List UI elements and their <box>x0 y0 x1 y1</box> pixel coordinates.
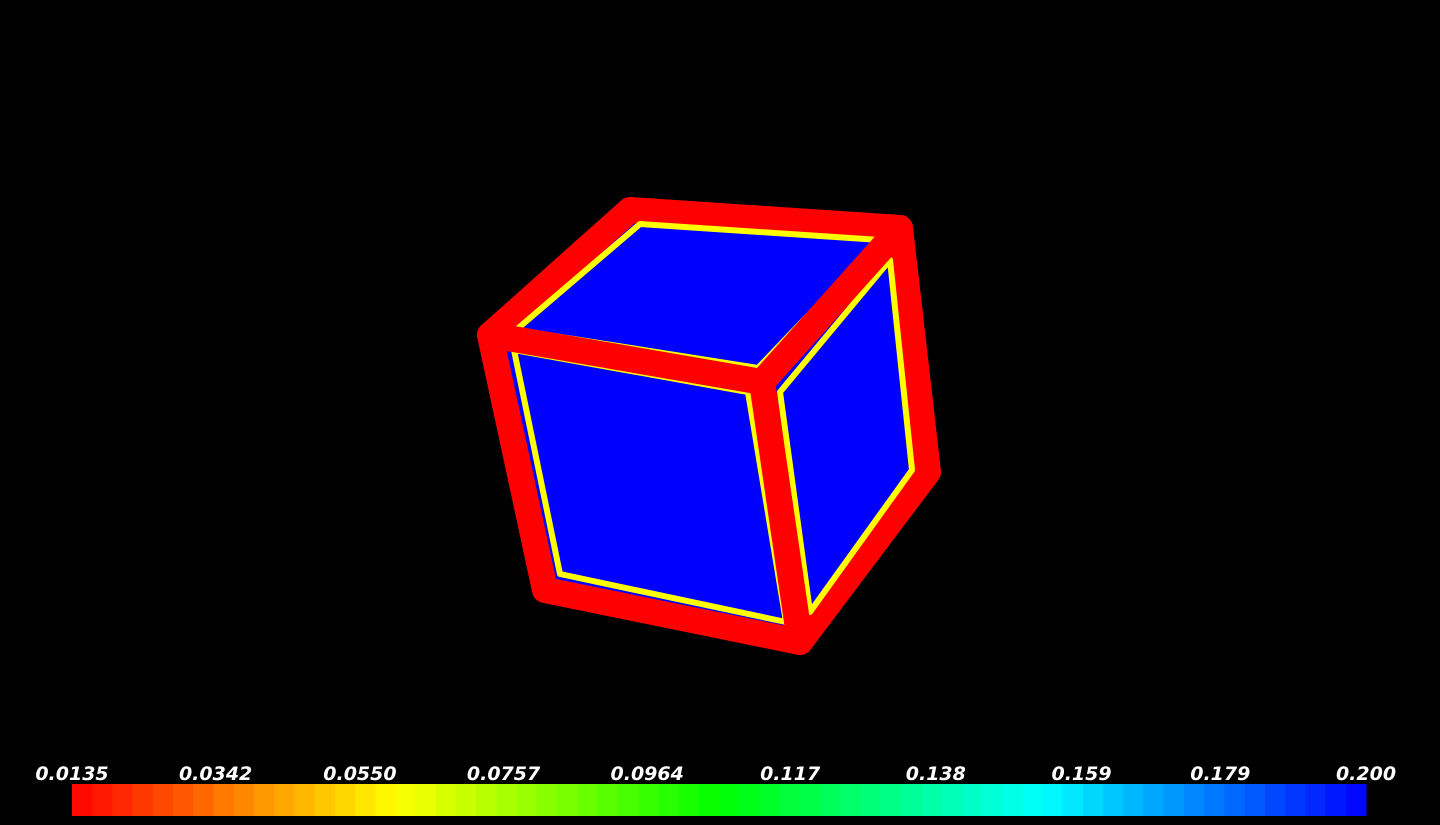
colorbar-band <box>1244 784 1266 816</box>
colorbar-band <box>395 784 417 816</box>
colorbar-band <box>1264 784 1286 816</box>
cube-point-cloud <box>477 197 941 655</box>
colorbar-band <box>1224 784 1246 816</box>
colorbar-band <box>1123 784 1145 816</box>
colorbar-band <box>1163 784 1185 816</box>
colorbar-band <box>72 784 93 816</box>
colorbar-band <box>678 784 700 816</box>
colorbar-band <box>961 784 983 816</box>
colorbar-band <box>415 784 437 816</box>
colorbar-band <box>314 784 336 816</box>
colorbar: 0.0135 0.0342 0.0550 0.0757 0.0964 0.117 0.138… <box>35 763 1396 816</box>
cube-vertical-edge <box>749 369 813 655</box>
colorbar-band <box>759 784 781 816</box>
colorbar-band <box>880 784 902 816</box>
colorbar-band <box>921 784 942 816</box>
colorbar-band <box>719 784 740 816</box>
colorbar-band <box>173 784 194 816</box>
colorbar-band <box>698 784 720 816</box>
colorbar-band <box>597 784 619 816</box>
cube-right-inner-edge <box>777 257 915 615</box>
colorbar-band <box>253 784 275 816</box>
colorbar-band <box>577 784 599 816</box>
colorbar-band <box>112 784 134 816</box>
colorbar-band <box>1062 784 1084 816</box>
colorbar-band <box>355 784 376 816</box>
colorbar-tick-label: 0.0550 <box>323 763 396 785</box>
colorbar-band <box>941 784 963 816</box>
colorbar-band <box>1204 784 1225 816</box>
colorbar-band <box>294 784 316 816</box>
colorbar-band <box>1345 784 1367 816</box>
colorbar-band <box>476 784 498 816</box>
colorbar-tick-label: 0.159 <box>1051 763 1111 785</box>
colorbar-tick-label: 0.200 <box>1336 763 1396 785</box>
colorbar-band <box>193 784 215 816</box>
colorbar-band <box>1103 784 1124 816</box>
colorbar-band <box>435 784 457 816</box>
colorbar-band <box>537 784 558 816</box>
colorbar-band <box>1042 784 1064 816</box>
colorbar-band <box>779 784 801 816</box>
colorbar-tick-label: 0.0964 <box>611 763 684 785</box>
colorbar-band <box>799 784 821 816</box>
colorbar-band <box>860 784 882 816</box>
colorbar-band <box>213 784 235 816</box>
colorbar-band <box>1002 784 1023 816</box>
colorbar-tick-label: 0.179 <box>1190 763 1250 785</box>
colorbar-band <box>1285 784 1306 816</box>
colorbar-band <box>456 784 477 816</box>
colorbar-band <box>1082 784 1104 816</box>
colorbar-band <box>496 784 518 816</box>
colorbar-band <box>334 784 356 816</box>
colorbar-band <box>617 784 639 816</box>
colorbar-band <box>638 784 659 816</box>
colorbar-band <box>132 784 154 816</box>
colorbar-band <box>1184 784 1205 816</box>
colorbar-tick-label: 0.138 <box>906 763 966 785</box>
colorbar-band <box>152 784 174 816</box>
colorbar-band <box>557 784 578 816</box>
colorbar-tick-label: 0.0135 <box>35 763 108 785</box>
colorbar-band <box>274 784 295 816</box>
colorbar-band <box>739 784 760 816</box>
colorbar-band <box>658 784 680 816</box>
colorbar-band <box>516 784 538 816</box>
colorbar-band <box>1305 784 1327 816</box>
colorbar-band <box>820 784 841 816</box>
colorbar-band <box>233 784 255 816</box>
colorbar-tick-label: 0.0757 <box>467 763 541 785</box>
colorbar-band <box>840 784 862 816</box>
colorbar-band <box>981 784 1003 816</box>
colorbar-tick-label: 0.0342 <box>179 763 252 785</box>
colorbar-band <box>92 784 113 816</box>
colorbar-band <box>375 784 396 816</box>
colorbar-band <box>1022 784 1043 816</box>
colorbar-tick-label: 0.117 <box>760 763 821 785</box>
colorbar-band <box>900 784 922 816</box>
colorbar-band <box>1325 784 1347 816</box>
colorbar-band <box>1143 784 1165 816</box>
